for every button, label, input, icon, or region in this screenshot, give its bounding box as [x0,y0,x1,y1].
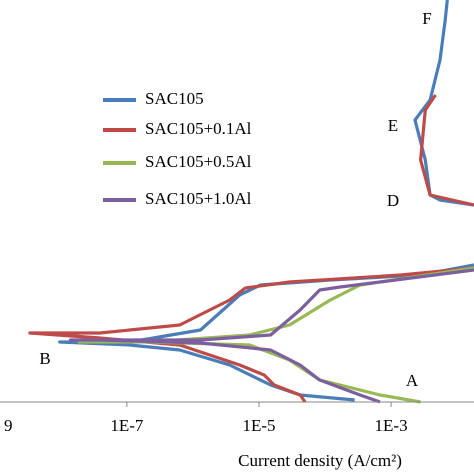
legend-label: SAC105+0.1Al [145,119,252,138]
legend-label: SAC105 [145,89,204,108]
legend-label: SAC105+0.5Al [145,152,252,171]
annotation: F [422,9,431,28]
x-tick-label: 9 [4,416,13,435]
series-line [68,268,474,404]
annotation: B [39,349,50,368]
x-tick-label: 1E-7 [110,416,144,435]
x-tick-label: 1E-3 [375,416,408,435]
legend-label: SAC105+1.0Al [145,189,252,208]
annotation: A [406,371,419,390]
x-axis-label: Current density (A/cm²) [238,451,402,470]
x-tick-label: 1E-5 [242,416,275,435]
annotation: D [387,191,399,210]
annotation: E [388,116,398,135]
series-line [28,94,474,403]
